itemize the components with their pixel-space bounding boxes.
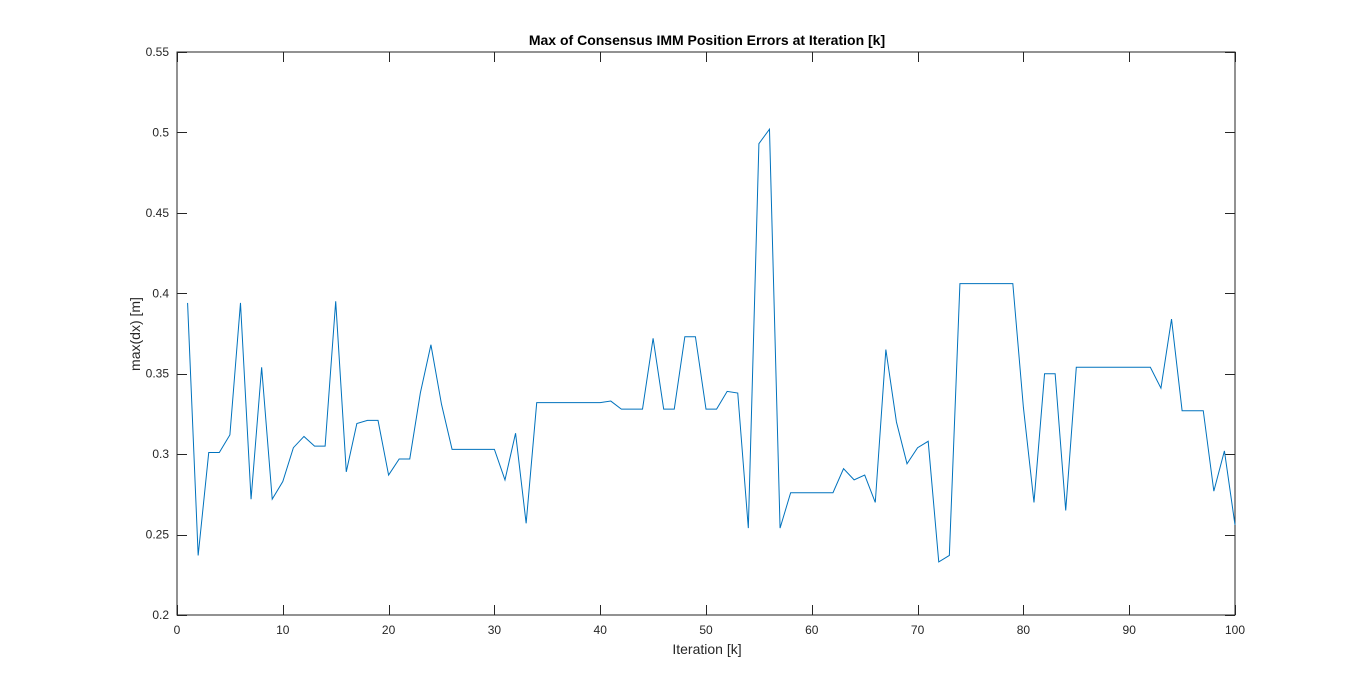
- x-tick-label: 50: [699, 623, 713, 637]
- y-axis-label: max(dx) [m]: [127, 297, 143, 371]
- x-tick-label: 80: [1017, 623, 1031, 637]
- x-tick-label: 90: [1123, 623, 1137, 637]
- x-tick-label: 60: [805, 623, 819, 637]
- x-tick-label: 30: [488, 623, 502, 637]
- y-tick-label: 0.55: [146, 45, 170, 59]
- plot-area: 0 10 20 30 40 50 60 70 80 90 100 0.2 0.25 0.3 0.35 0.4 0…: [146, 45, 1246, 637]
- x-tick-label: 10: [276, 623, 290, 637]
- x-tick-label: 40: [594, 623, 608, 637]
- x-tick-label: 20: [382, 623, 396, 637]
- y-tick-label: 0.3: [152, 447, 169, 461]
- y-tick-label: 0.35: [146, 367, 170, 381]
- x-tick-label: 100: [1225, 623, 1245, 637]
- x-tick-label: 70: [911, 623, 925, 637]
- y-tick-label: 0.25: [146, 528, 170, 542]
- chart-title: Max of Consensus IMM Position Errors at …: [529, 32, 885, 48]
- y-tick-label: 0.45: [146, 206, 170, 220]
- y-tick-label: 0.2: [152, 608, 169, 622]
- x-axis-label: Iteration [k]: [672, 641, 741, 657]
- axes-box: [176, 51, 1236, 616]
- x-tick-label: 0: [174, 623, 181, 637]
- y-tick-label: 0.4: [152, 286, 169, 300]
- y-tick-label: 0.5: [152, 125, 169, 139]
- series-line: [187, 127, 1236, 563]
